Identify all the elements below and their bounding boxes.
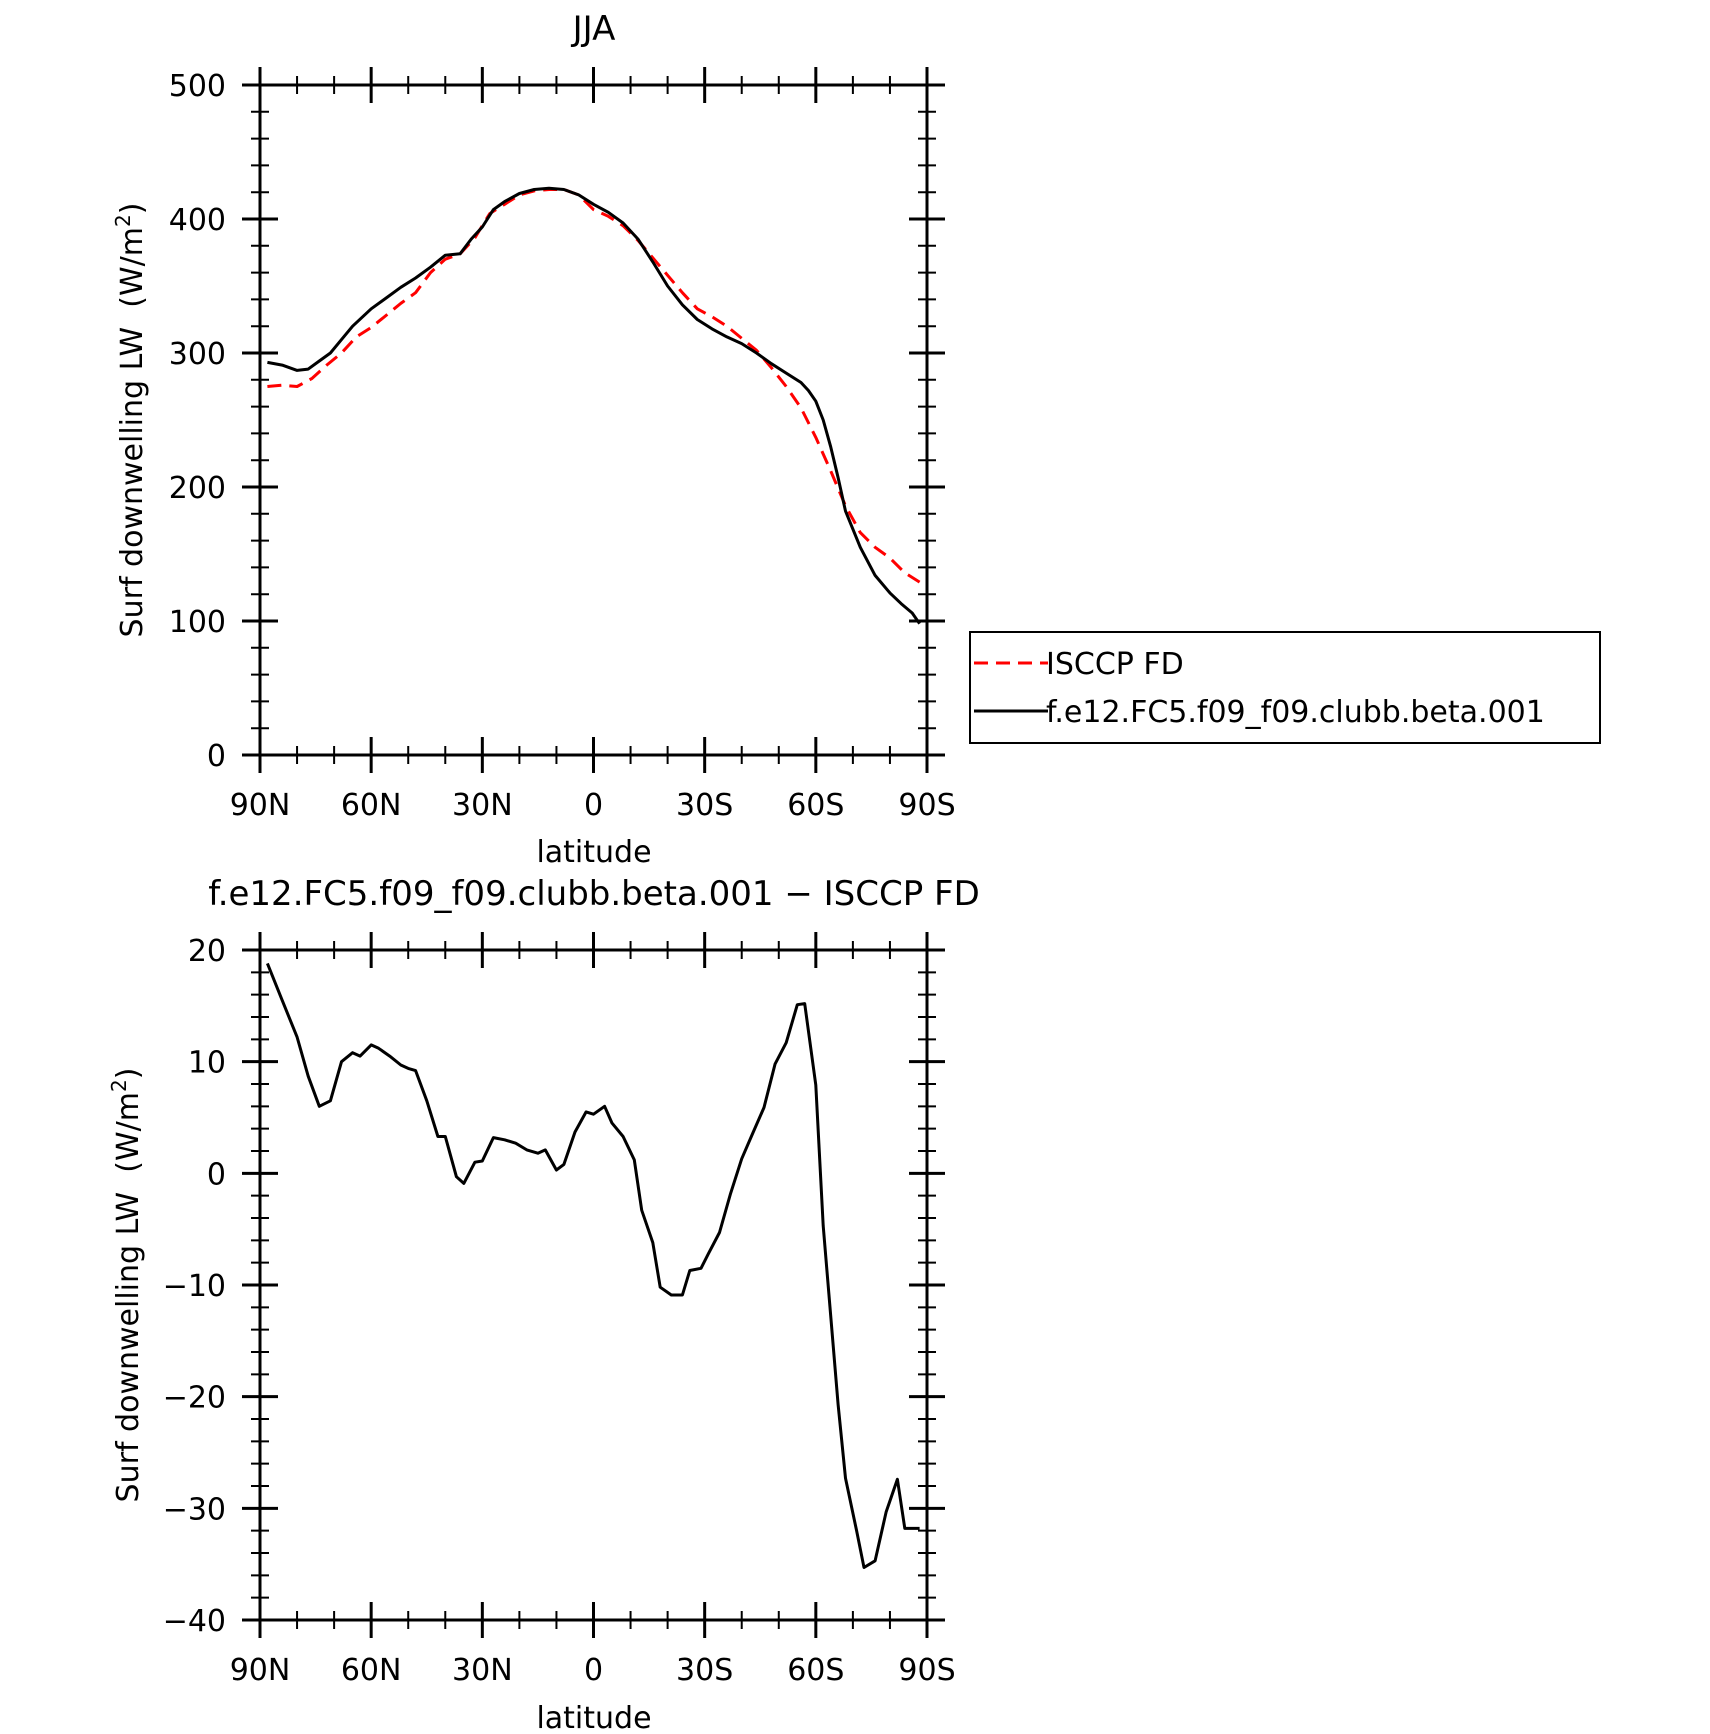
- top-series-lines: [267, 186, 921, 625]
- top-y-tick-label: 100: [169, 605, 226, 640]
- top-y-axis-label-text: Surf downwelling LW: [115, 327, 150, 638]
- top-y-tick-label: 300: [169, 337, 226, 372]
- top-y-axis-unit-close: ): [115, 203, 150, 215]
- top-x-tick-label: 30S: [676, 788, 733, 823]
- bottom-series-lines: [266, 962, 920, 1569]
- top-y-tick-label: 200: [169, 471, 226, 506]
- bottom-y-tick-label: −20: [163, 1381, 226, 1416]
- bottom-panel-title: f.e12.FC5.f09_f09.clubb.beta.001 − ISCCP…: [208, 874, 980, 914]
- bottom-y-axis-unit-exponent: 2: [107, 1079, 131, 1092]
- top-x-tick-label: 90N: [230, 788, 291, 823]
- top-y-axis-label: Surf downwelling LW (W/m2): [111, 203, 150, 638]
- top-y-tick-label: 400: [169, 203, 226, 238]
- bottom-y-tick-label: 10: [188, 1046, 226, 1081]
- bottom-x-tick-label: 30S: [676, 1653, 733, 1688]
- bottom-y-axis-label-text: Surf downwelling LW: [111, 1192, 146, 1503]
- bottom-plot-frame: [258, 948, 929, 1622]
- bottom-x-axis-label: latitude: [536, 1701, 651, 1734]
- top-panel: JJA 0 100 200 300 400 500 90N 60N 30N 0 30S 60S 90S…: [111, 9, 1601, 870]
- bottom-y-tick-label: 0: [207, 1157, 226, 1192]
- top-y-tick-labels: 0 100 200 300 400 500: [169, 69, 226, 774]
- top-x-tick-label: 60N: [341, 788, 402, 823]
- top-y-axis-unit-exponent: 2: [111, 214, 135, 227]
- bottom-series-line-difference: [266, 962, 920, 1569]
- bottom-x-tick-label: 60S: [787, 1653, 844, 1688]
- top-y-axis-unit: (W/m: [115, 227, 150, 308]
- top-tick-marks: [242, 67, 945, 773]
- bottom-y-tick-label: −40: [163, 1604, 226, 1639]
- top-series-line-f-e12-fc5-f09-f09-clubb-beta-001: [267, 186, 921, 625]
- legend-box: [969, 631, 1601, 744]
- top-y-tick-label: 500: [169, 69, 226, 104]
- bottom-y-tick-labels: −40 −30 −20 −10 0 10 20: [163, 934, 226, 1639]
- top-x-tick-label: 30N: [452, 788, 513, 823]
- top-series-line-isccp-fd: [267, 188, 921, 584]
- top-x-tick-label: 90S: [898, 788, 955, 823]
- bottom-y-axis-label: Surf downwelling LW (W/m2): [107, 1068, 146, 1503]
- top-y-tick-label: 0: [207, 739, 226, 774]
- bottom-y-axis-unit: (W/m: [111, 1092, 146, 1173]
- top-x-axis-label: latitude: [536, 835, 651, 870]
- bottom-x-tick-label: 90N: [230, 1653, 291, 1688]
- bottom-y-tick-label: −30: [163, 1492, 226, 1527]
- top-x-tick-labels: 90N 60N 30N 0 30S 60S 90S: [230, 788, 956, 823]
- bottom-panel: f.e12.FC5.f09_f09.clubb.beta.001 − ISCCP…: [107, 874, 980, 1734]
- legend-label-isccp-fd: ISCCP FD: [1046, 647, 1184, 682]
- top-plot-frame: [258, 83, 929, 757]
- bottom-y-tick-label: 20: [188, 934, 226, 969]
- bottom-x-tick-labels: 90N 60N 30N 0 30S 60S 90S: [230, 1653, 956, 1688]
- bottom-y-axis-unit-close: ): [111, 1068, 146, 1080]
- bottom-x-tick-label: 90S: [898, 1653, 955, 1688]
- bottom-x-tick-label: 0: [584, 1653, 603, 1688]
- bottom-x-tick-label: 60N: [341, 1653, 402, 1688]
- legend-label-model: f.e12.FC5.f09_f09.clubb.beta.001: [1046, 695, 1545, 730]
- bottom-tick-marks: [242, 932, 945, 1638]
- bottom-y-tick-label: −10: [163, 1269, 226, 1304]
- top-x-tick-label: 60S: [787, 788, 844, 823]
- bottom-x-tick-label: 30N: [452, 1653, 513, 1688]
- top-panel-title: JJA: [571, 9, 616, 49]
- legend: ISCCP FD f.e12.FC5.f09_f09.clubb.beta.00…: [969, 631, 1601, 744]
- top-x-tick-label: 0: [584, 788, 603, 823]
